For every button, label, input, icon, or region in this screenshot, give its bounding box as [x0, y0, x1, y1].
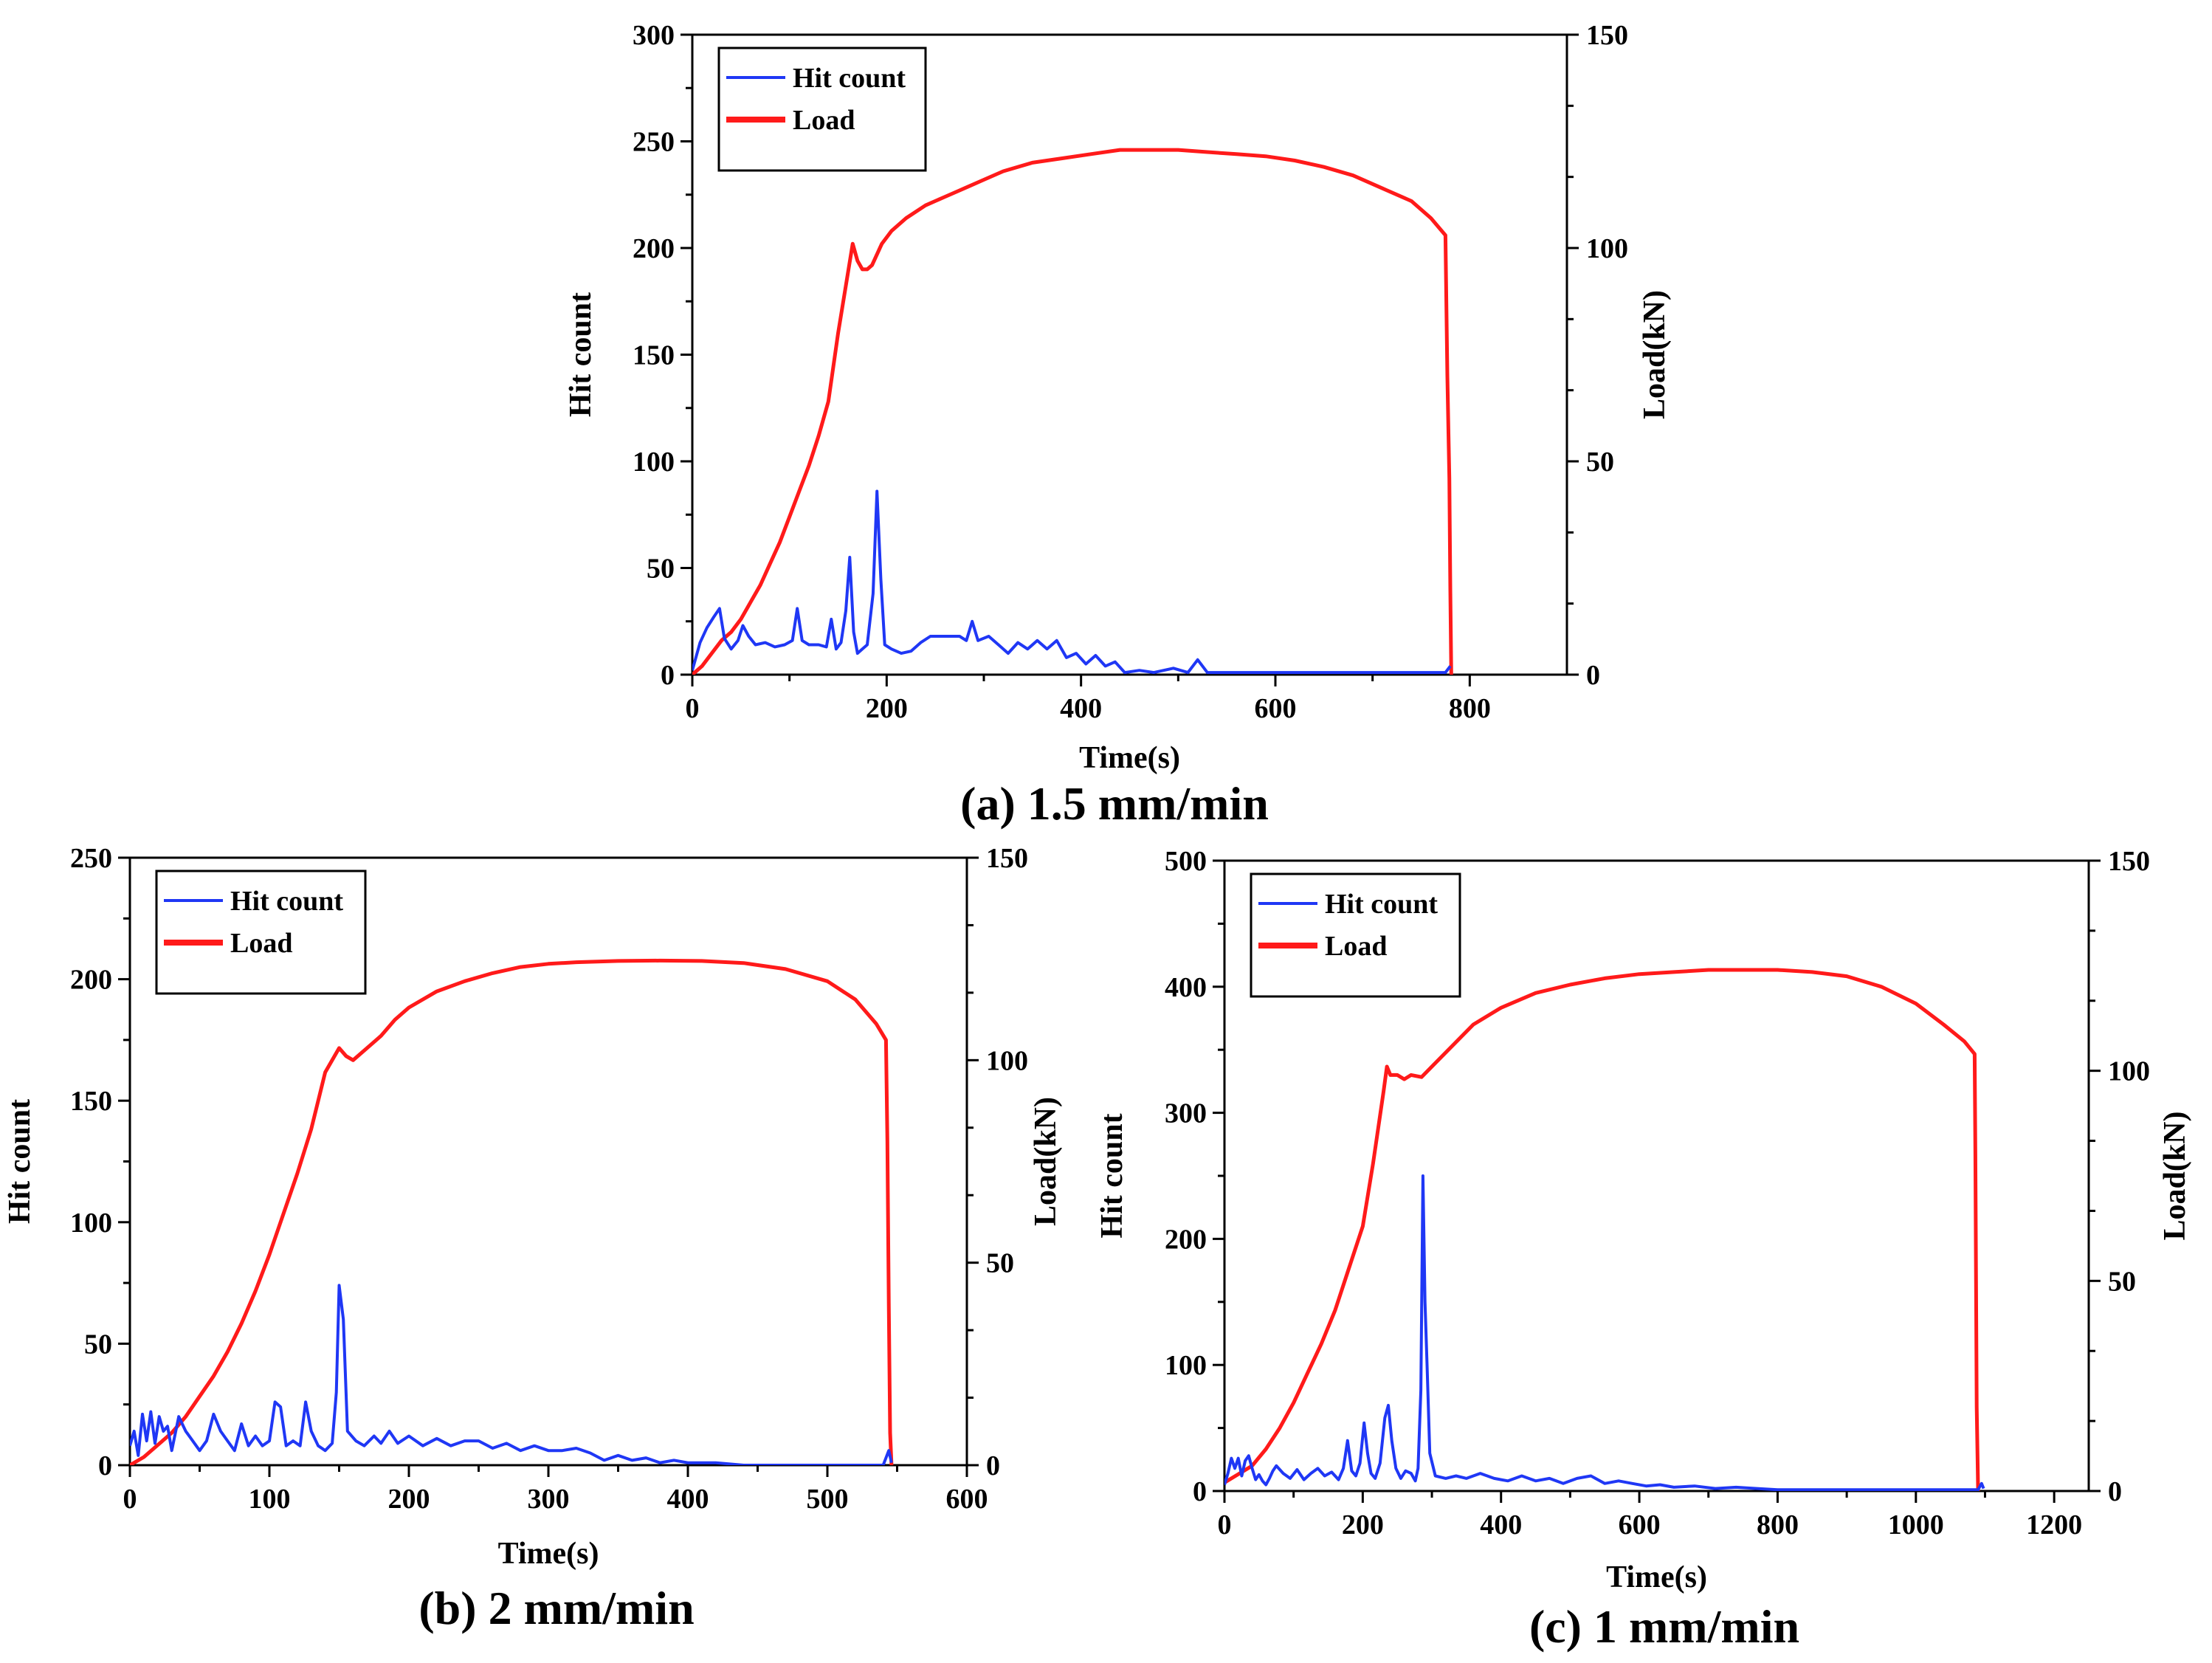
x-tick-label: 600 — [1619, 1509, 1661, 1540]
y-tick-label: 100 — [70, 1208, 112, 1239]
x-tick-label: 100 — [249, 1484, 291, 1515]
hit-count-series-line — [1224, 1174, 1985, 1491]
x-tick-label: 200 — [388, 1484, 430, 1515]
x-tick-label: 600 — [946, 1484, 988, 1515]
hit-count-series-line — [130, 1284, 893, 1465]
x-tick-label: 200 — [866, 693, 908, 724]
x-axis-label: Time(s) — [1079, 741, 1180, 775]
chart-b: 0 100 200 300 400 500 600050100150200250050100… — [3, 843, 1063, 1634]
y2-tick-label: 150 — [1586, 20, 1628, 51]
y-tick-label: 400 — [1165, 972, 1207, 1003]
legend-label: Load — [230, 928, 292, 959]
y-tick-label: 50 — [647, 554, 675, 585]
y-tick-label: 150 — [633, 340, 675, 371]
y-tick-label: 150 — [70, 1086, 112, 1117]
load-series-line — [1224, 968, 1980, 1491]
y2-tick-label: 100 — [1586, 233, 1628, 264]
y2-tick-label: 50 — [986, 1248, 1014, 1279]
y-tick-label: 300 — [1165, 1098, 1207, 1129]
y2-tick-label: 0 — [2108, 1476, 2122, 1507]
x-tick-label: 0 — [1218, 1509, 1232, 1540]
x-tick-label: 400 — [1060, 693, 1102, 724]
legend-label: Hit count — [793, 63, 906, 94]
y-tick-label: 300 — [633, 20, 675, 51]
y-axis-label: Hit count — [1095, 1113, 1129, 1238]
panel-caption: (c) 1 mm/min — [1529, 1600, 1799, 1653]
y-axis-label: Hit count — [3, 1099, 37, 1224]
y-tick-label: 0 — [98, 1450, 112, 1481]
panel-caption: (b) 2 mm/min — [418, 1582, 694, 1634]
y2-tick-label: 100 — [2108, 1056, 2150, 1087]
load-series-line — [130, 958, 894, 1465]
y2-tick-label: 50 — [1586, 447, 1614, 478]
x-tick-label: 1200 — [2026, 1509, 2082, 1540]
x-tick-label: 800 — [1757, 1509, 1799, 1540]
y-tick-label: 500 — [1165, 846, 1207, 877]
y-tick-label: 200 — [1165, 1224, 1207, 1255]
y2-tick-label: 50 — [2108, 1266, 2136, 1297]
y-tick-label: 200 — [70, 965, 112, 996]
y-tick-label: 200 — [633, 233, 675, 264]
legend-box — [155, 870, 367, 995]
chart-a: 0 200 400 600 800 0 50 100 150 200 250 300 0 50 100 150… — [564, 20, 1672, 830]
y-tick-label: 100 — [633, 447, 675, 478]
x-axis-label: Time(s) — [1606, 1560, 1707, 1594]
chart-c: 0 200 400 600 800 1000 1200 0 100 200 300 400 500 0 50… — [1095, 846, 2192, 1653]
legend-label: Load — [1325, 931, 1387, 962]
x-tick-label: 400 — [1480, 1509, 1522, 1540]
x-tick-label: 500 — [807, 1484, 849, 1515]
x-tick-label: 300 — [528, 1484, 570, 1515]
y2-tick-label: 100 — [986, 1045, 1028, 1076]
y-axis-label: Hit count — [564, 292, 598, 417]
x-axis-label: Time(s) — [498, 1537, 599, 1571]
load-series-line — [692, 148, 1453, 675]
hit-count-series-line — [692, 489, 1452, 675]
y2-tick-label: 0 — [986, 1450, 1000, 1481]
x-tick-label: 0 — [123, 1484, 137, 1515]
y-tick-label: 0 — [661, 660, 675, 691]
x-tick-label: 1000 — [1888, 1509, 1944, 1540]
y2-tick-label: 150 — [986, 843, 1028, 874]
x-tick-label: 200 — [1342, 1509, 1384, 1540]
panel-caption: (a) 1.5 mm/min — [960, 777, 1269, 830]
y2-tick-label: 150 — [2108, 846, 2150, 877]
y-tick-label: 0 — [1193, 1476, 1207, 1507]
x-tick-label: 400 — [667, 1484, 709, 1515]
y-tick-label: 50 — [84, 1329, 112, 1360]
y-tick-label: 250 — [70, 843, 112, 874]
legend-box — [1250, 872, 1461, 998]
y2-axis-label: Load(kN) — [2158, 1111, 2192, 1240]
y2-axis-label: Load(kN) — [1029, 1097, 1063, 1226]
x-tick-label: 0 — [686, 693, 700, 724]
y-tick-label: 250 — [633, 127, 675, 158]
legend-label: Hit count — [230, 886, 343, 917]
y2-axis-label: Load(kN) — [1638, 290, 1672, 419]
x-tick-label: 800 — [1449, 693, 1491, 724]
legend-box — [717, 47, 927, 172]
legend-label: Load — [793, 105, 855, 136]
y2-tick-label: 0 — [1586, 660, 1600, 691]
x-tick-label: 600 — [1255, 693, 1297, 724]
y-tick-label: 100 — [1165, 1350, 1207, 1381]
legend-label: Hit count — [1325, 889, 1438, 920]
